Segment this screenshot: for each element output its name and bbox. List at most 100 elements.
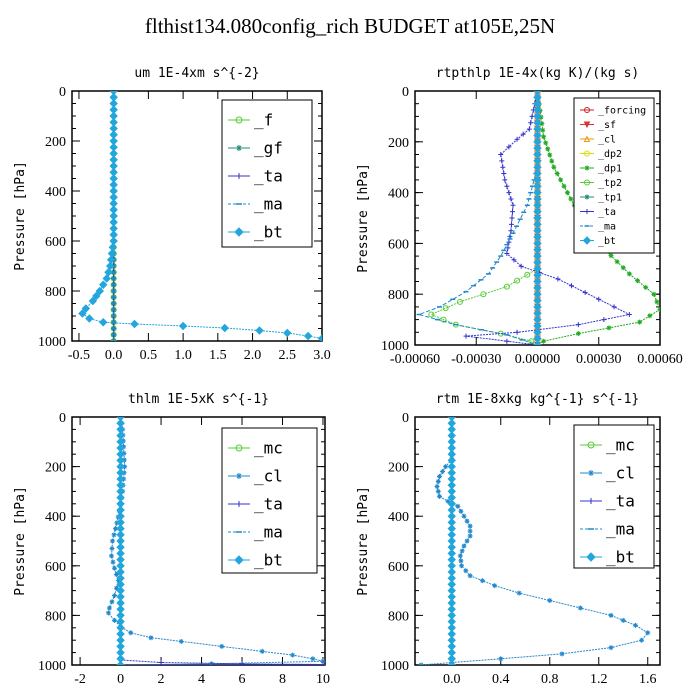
legend-box [221, 427, 318, 574]
y-tick-label: 800 [45, 609, 66, 624]
legend-entry: _sf [580, 120, 616, 131]
page-title: flthist134.080config_rich BUDGET at105E,… [144, 14, 556, 38]
legend-label: _bt [254, 551, 283, 570]
legend-label: _mc [254, 439, 283, 458]
x-tick-label: 8 [279, 672, 286, 687]
legend-entry: _ta [228, 167, 283, 186]
legend-label: _bt [598, 236, 616, 247]
x-tick-label: 1.2 [590, 672, 608, 687]
legend-label: _dp1 [598, 164, 622, 175]
y-tick-label: 600 [388, 237, 409, 252]
series-tp2 [428, 91, 541, 345]
y-axis-label: Pressure [hPa] [356, 486, 371, 596]
series-line [421, 417, 649, 665]
legend-label: _bt [606, 548, 635, 567]
x-tick-label: 10 [316, 672, 330, 687]
legend-entry: _tp1 [580, 193, 622, 204]
x-tick-label: 2 [158, 672, 165, 687]
legend-box [221, 99, 313, 248]
x-tick-label: 0 [117, 672, 124, 687]
series-markers [416, 91, 540, 345]
series-bt [533, 91, 542, 345]
legend-label: _dp2 [598, 149, 622, 160]
legend-label: _ta [606, 492, 635, 511]
legend-box [573, 424, 655, 569]
y-tick-label: 400 [45, 510, 66, 525]
legend-entry: _bt [580, 548, 635, 567]
legend-entry: _cl [228, 467, 283, 486]
x-tick-label: 4 [198, 672, 205, 687]
y-tick-label: 600 [45, 235, 66, 250]
y-tick-label: 200 [388, 136, 409, 151]
series-layer [418, 417, 651, 665]
y-axis-label: Pressure [hPa] [13, 486, 28, 596]
legend-entry: _f [228, 111, 273, 130]
y-tick-label: 400 [388, 510, 409, 525]
series-markers [533, 91, 542, 345]
legend-label: _cl [606, 464, 635, 483]
series-line [107, 417, 324, 665]
legend-entry: _tp2 [580, 178, 622, 189]
legend-label: _tp1 [598, 193, 622, 204]
x-tick-label: 1.5 [209, 348, 227, 363]
y-tick-label: 0 [402, 85, 409, 100]
series-line [465, 91, 631, 345]
legend-entry: _dp1 [580, 164, 622, 175]
x-tick-label: -0.00030 [451, 352, 501, 367]
y-tick-label: 0 [59, 411, 66, 426]
x-tick-label: -0.5 [68, 348, 90, 363]
panel-title: rtpthlp 1E-4x(kg K)/(kg s) [436, 66, 640, 81]
legend-entry: _ta [228, 495, 283, 514]
legend-entry: _ma [580, 222, 616, 233]
legend-entry: _mc [228, 439, 283, 458]
x-tick-label: 2.5 [279, 348, 297, 363]
series-layer [105, 417, 325, 665]
y-tick-label: 1000 [38, 335, 66, 350]
panel-title: rtm 1E-8xkg kg^{-1} s^{-1} [436, 392, 640, 407]
legend: _mc _cl _ta _ma _bt [221, 427, 318, 574]
legend-entry: _cl [580, 135, 616, 146]
y-tick-label: 1000 [38, 659, 66, 674]
series-markers [428, 91, 541, 345]
x-tick-label: 0.00060 [637, 352, 683, 367]
legend-label: _mc [606, 436, 635, 455]
legend-label: _sf [598, 120, 616, 131]
legend-entry: _bt [228, 551, 283, 570]
chart-panel-1: um 1E-4xm s^{-2} Pressure [hPa] 0 200 400 600… [13, 66, 331, 363]
x-tick-label: 0.00000 [515, 352, 561, 367]
chart-panel-2: rtpthlp 1E-4x(kg K)/(kg s) Pressure [hPa]… [356, 66, 683, 367]
series-markers [116, 417, 125, 665]
y-tick-label: 400 [388, 187, 409, 202]
series-ma [416, 91, 540, 345]
series-layer [416, 91, 660, 345]
legend-label: _ma [254, 523, 283, 542]
legend-entry: _dp2 [580, 149, 622, 160]
x-tick-label: 0.4 [492, 672, 510, 687]
x-tick-label: 0.8 [541, 672, 559, 687]
legend-label: _f [254, 111, 273, 130]
y-tick-label: 800 [45, 285, 66, 300]
series-markers [447, 417, 456, 665]
legend-label: _ta [254, 495, 283, 514]
legend-entry: _bt [228, 223, 283, 242]
x-tick-label: 6 [239, 672, 246, 687]
series-bt [116, 417, 125, 665]
legend-label: _gf [254, 139, 283, 158]
legend-label: _forcing [598, 106, 646, 117]
y-tick-label: 0 [59, 85, 66, 100]
y-tick-label: 1000 [381, 339, 409, 354]
legend-label: _cl [598, 135, 616, 146]
chart-panel-3: thlm 1E-5xK s^{-1} Pressure [hPa] 0 200 400 6… [13, 392, 330, 687]
legend-entry: _gf [228, 139, 283, 158]
legend-entry: _ta [580, 207, 616, 218]
x-tick-label: 1.6 [639, 672, 657, 687]
x-tick-label: 0.0 [105, 348, 123, 363]
y-axis-label: Pressure [hPa] [13, 161, 28, 271]
series-layer [78, 91, 322, 341]
panel-title: um 1E-4xm s^{-2} [134, 66, 259, 81]
panel-title: thlm 1E-5xK s^{-1} [128, 392, 269, 407]
legend-label: _ma [254, 195, 283, 214]
legend: _mc _cl _ta _ma _bt [573, 424, 655, 569]
chart-panel-4: rtm 1E-8xkg kg^{-1} s^{-1} Pressure [hPa]… [356, 392, 661, 687]
legend-label: _ta [598, 207, 616, 218]
